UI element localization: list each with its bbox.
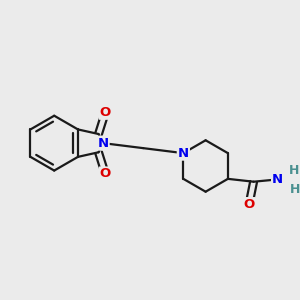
Text: O: O — [100, 106, 111, 119]
Text: H: H — [288, 164, 299, 177]
Text: N: N — [98, 136, 109, 150]
Text: O: O — [100, 167, 111, 181]
Text: H: H — [290, 183, 300, 196]
Text: N: N — [178, 147, 189, 160]
Text: O: O — [243, 198, 255, 211]
Text: N: N — [272, 173, 283, 186]
